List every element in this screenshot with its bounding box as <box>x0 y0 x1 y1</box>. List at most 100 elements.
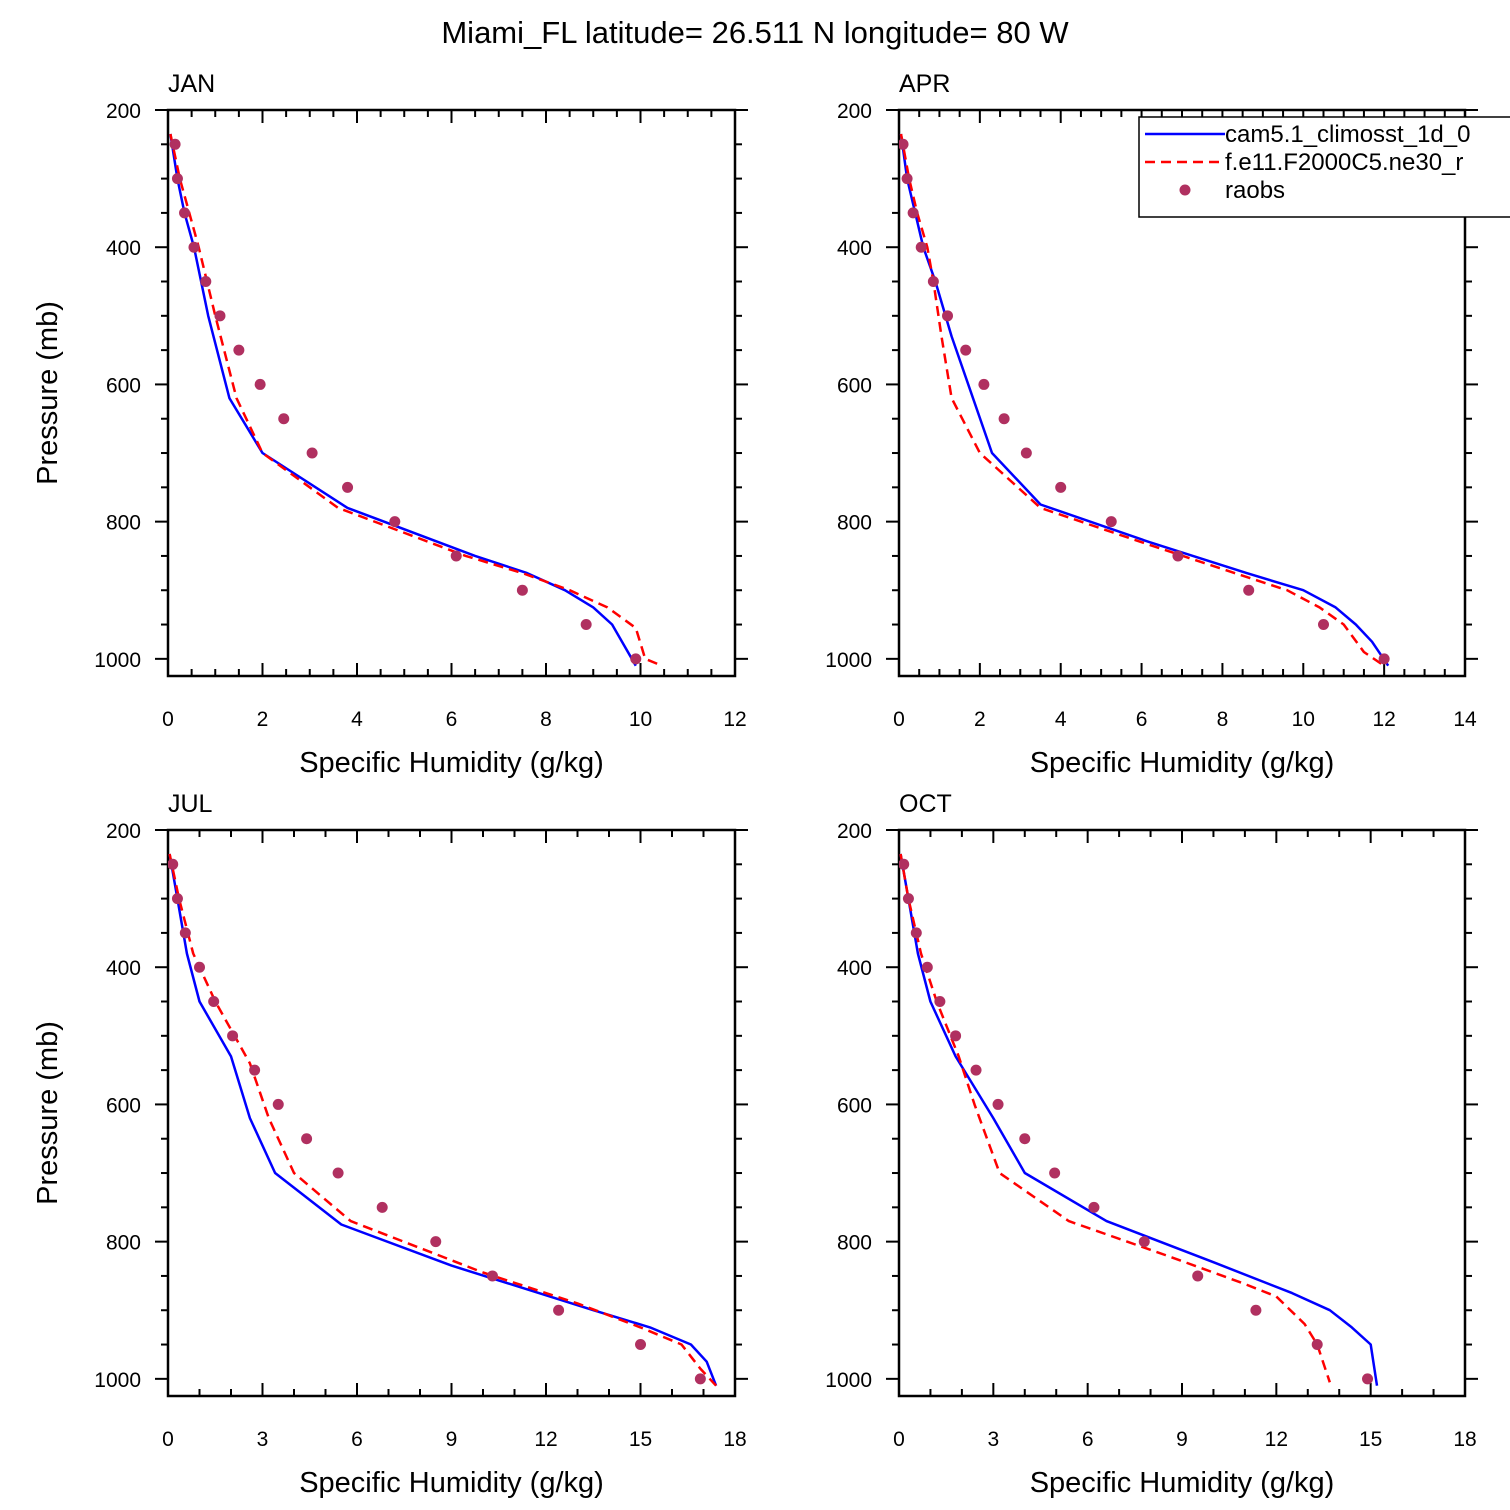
x-tick-label: 3 <box>987 1428 999 1451</box>
y-tick-label: 800 <box>837 1232 872 1255</box>
panel-oct: OCT 0 3 6 9 12 15 18 200 400 600 800 1000 Specific Hu… <box>825 790 1478 1499</box>
x-axis-label: Specific Humidity (g/kg) <box>1030 747 1335 779</box>
x-axis-label: Specific Humidity (g/kg) <box>299 1467 604 1499</box>
plot-area <box>899 133 1390 667</box>
y-tick-label: 600 <box>106 374 141 397</box>
raobs-point <box>1019 1133 1031 1145</box>
raobs-point <box>950 1030 962 1042</box>
raobs-point <box>278 413 290 425</box>
raobs-point <box>580 619 592 631</box>
raobs-point <box>233 344 245 356</box>
raobs-point <box>970 1064 982 1076</box>
raobs-point <box>188 241 200 253</box>
x-tick-label: 12 <box>723 708 746 731</box>
series-line-dashed <box>899 853 1331 1383</box>
raobs-point <box>486 1270 498 1282</box>
x-axis-label: Specific Humidity (g/kg) <box>1030 1467 1335 1499</box>
x-tick-label: 2 <box>974 708 986 731</box>
raobs-point <box>960 344 972 356</box>
x-tick-label: 6 <box>1082 1428 1094 1451</box>
x-tick-label: 2 <box>257 708 269 731</box>
raobs-point <box>214 310 226 322</box>
raobs-point <box>179 207 191 219</box>
raobs-point <box>272 1098 284 1110</box>
raobs-point <box>915 241 927 253</box>
panel-label: JUL <box>168 790 213 818</box>
x-tick-label: 8 <box>540 708 552 731</box>
raobs-point <box>208 996 220 1008</box>
raobs-point <box>635 1339 646 1351</box>
raobs-point <box>227 1030 239 1042</box>
y-tick-label: 200 <box>106 820 141 843</box>
raobs-point <box>927 276 939 288</box>
raobs-point <box>1192 1270 1204 1282</box>
raobs-point <box>998 413 1010 425</box>
raobs-point <box>516 584 528 596</box>
y-tick-label: 1000 <box>825 649 872 672</box>
raobs-point <box>978 378 990 390</box>
raobs-point <box>1378 653 1390 665</box>
legend-label: raobs <box>1225 177 1285 204</box>
raobs-point <box>200 276 212 288</box>
y-tick-label: 1000 <box>94 649 141 672</box>
y-tick-label: 800 <box>106 512 141 535</box>
raobs-point <box>1362 1373 1374 1385</box>
series-line-solid <box>899 853 1379 1386</box>
raobs-point <box>899 858 910 870</box>
panel-jul: JUL 0 3 6 9 12 15 18 200 400 600 800 1000 Specific Hu… <box>32 790 748 1499</box>
raobs-point <box>921 961 933 973</box>
raobs-point <box>1105 516 1117 528</box>
y-tick-label: 1000 <box>94 1369 141 1392</box>
raobs-point <box>1049 1167 1061 1179</box>
y-tick-label: 800 <box>106 1232 141 1255</box>
x-tick-label: 6 <box>446 708 458 731</box>
series-line-dashed <box>899 133 1385 667</box>
series-line-solid <box>168 853 718 1387</box>
raobs-point <box>1250 1304 1262 1316</box>
series-line-solid <box>169 133 637 667</box>
y-tick-label: 1000 <box>825 1369 872 1392</box>
plot-frame <box>166 828 737 1398</box>
raobs-point <box>430 1236 442 1248</box>
panel-label: JAN <box>168 70 215 98</box>
panel-jan: JAN 0 2 4 6 8 10 12 200 400 600 800 1000 Specific Hum… <box>32 70 748 779</box>
x-tick-label: 10 <box>629 708 652 731</box>
x-tick-label: 0 <box>893 1428 905 1451</box>
x-tick-label: 14 <box>1453 708 1477 731</box>
raobs-point <box>171 893 183 905</box>
raobs-point <box>389 516 401 528</box>
raobs-point <box>332 1167 344 1179</box>
y-tick-label: 800 <box>837 512 872 535</box>
raobs-point <box>992 1098 1004 1110</box>
raobs-point <box>1318 619 1329 631</box>
raobs-point <box>1138 1236 1150 1248</box>
x-tick-label: 15 <box>629 1428 652 1451</box>
raobs-point <box>179 927 191 939</box>
raobs-point <box>910 927 922 939</box>
legend-label: f.e11.F2000C5.ne30_r <box>1225 149 1463 176</box>
plot-frame <box>897 828 1467 1398</box>
raobs-point <box>934 996 946 1008</box>
x-tick-label: 6 <box>1136 708 1148 731</box>
legend-marker <box>1179 184 1191 196</box>
x-tick-label: 12 <box>534 1428 557 1451</box>
y-axis-label: Pressure (mb) <box>32 301 64 485</box>
plot-frame <box>166 108 737 678</box>
x-tick-label: 0 <box>162 1428 174 1451</box>
raobs-point <box>630 653 642 665</box>
raobs-point <box>342 481 354 493</box>
raobs-point <box>1172 550 1184 562</box>
raobs-point <box>194 961 205 973</box>
raobs-point <box>376 1201 388 1213</box>
x-tick-label: 9 <box>446 1428 458 1451</box>
y-tick-label: 400 <box>837 237 872 260</box>
raobs-point <box>902 893 914 905</box>
x-tick-label: 18 <box>723 1428 746 1451</box>
raobs-point <box>249 1064 261 1076</box>
raobs-point <box>169 138 181 150</box>
raobs-point <box>901 173 913 185</box>
raobs-point <box>1088 1201 1100 1213</box>
x-tick-label: 8 <box>1217 708 1229 731</box>
plot-area <box>899 853 1379 1386</box>
